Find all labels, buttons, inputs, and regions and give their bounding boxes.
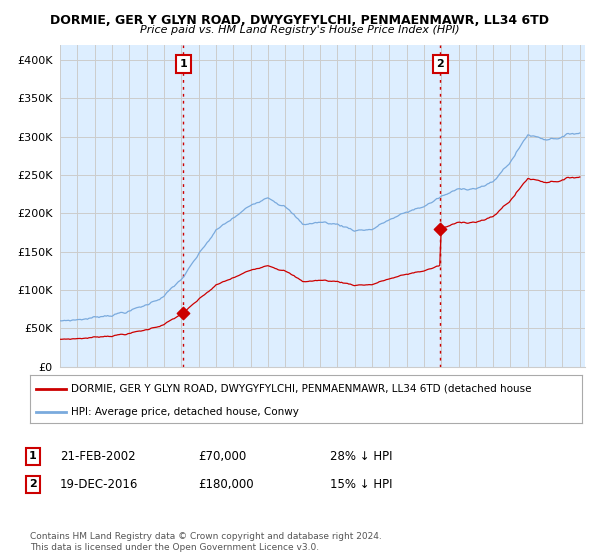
Text: 21-FEB-2002: 21-FEB-2002 [60, 450, 136, 463]
Text: £180,000: £180,000 [198, 478, 254, 491]
Text: HPI: Average price, detached house, Conwy: HPI: Average price, detached house, Conw… [71, 407, 299, 417]
Point [436, 225, 445, 234]
Text: 19-DEC-2016: 19-DEC-2016 [60, 478, 139, 491]
Text: £70,000: £70,000 [198, 450, 246, 463]
Text: DORMIE, GER Y GLYN ROAD, DWYGYFYLCHI, PENMAENMAWR, LL34 6TD (detached house: DORMIE, GER Y GLYN ROAD, DWYGYFYLCHI, PE… [71, 384, 532, 394]
Text: 1: 1 [179, 59, 187, 69]
Text: 2: 2 [437, 59, 445, 69]
Text: Price paid vs. HM Land Registry's House Price Index (HPI): Price paid vs. HM Land Registry's House … [140, 25, 460, 35]
Text: 15% ↓ HPI: 15% ↓ HPI [330, 478, 392, 491]
Text: DORMIE, GER Y GLYN ROAD, DWYGYFYLCHI, PENMAENMAWR, LL34 6TD: DORMIE, GER Y GLYN ROAD, DWYGYFYLCHI, PE… [50, 14, 550, 27]
Text: 1: 1 [29, 451, 37, 461]
Text: Contains HM Land Registry data © Crown copyright and database right 2024.
This d: Contains HM Land Registry data © Crown c… [30, 532, 382, 552]
Text: 2: 2 [29, 479, 37, 489]
Text: 28% ↓ HPI: 28% ↓ HPI [330, 450, 392, 463]
Point [179, 309, 188, 318]
